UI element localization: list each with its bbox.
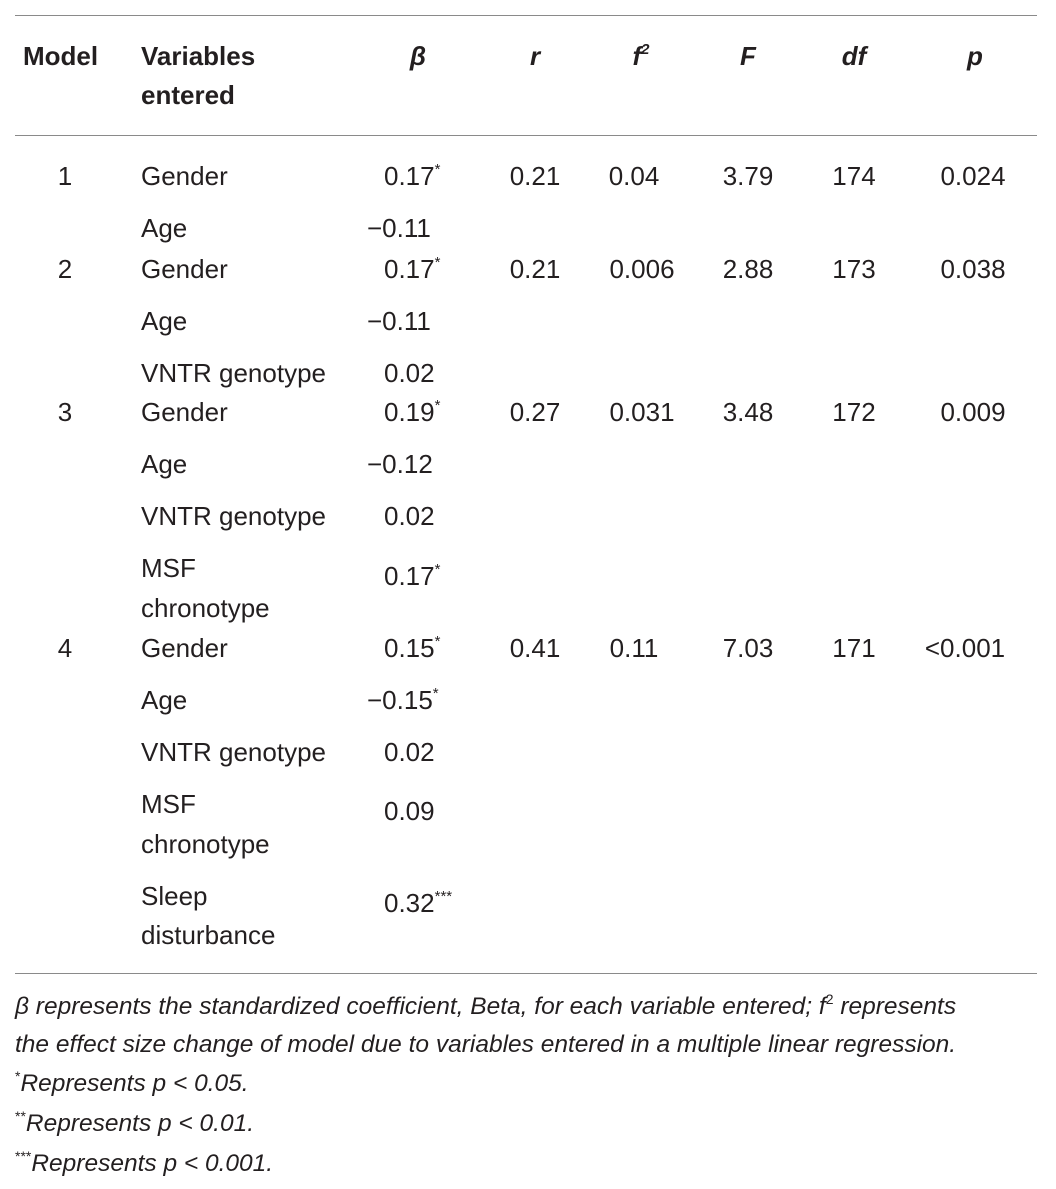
f2-value: 0.031: [609, 397, 675, 427]
f2-value: 0.11: [609, 633, 659, 663]
variable-name: Gender: [141, 397, 228, 427]
p-value: 0.024: [940, 161, 1006, 191]
beta-value: 0.09: [384, 796, 435, 826]
header-df: df: [841, 41, 867, 71]
variable-name: Gender: [141, 254, 228, 284]
variable-name-line2: chronotype: [141, 829, 270, 859]
variable-name: Age: [141, 449, 188, 479]
variable-name-line2: disturbance: [141, 920, 276, 950]
beta-value: 0.15*: [384, 633, 441, 663]
header-p: p: [967, 41, 983, 71]
variable-name: Gender: [141, 161, 228, 191]
beta-value: 0.17*: [384, 161, 441, 191]
beta-value: −0.12: [367, 449, 433, 479]
header-F: F: [740, 41, 756, 71]
variable-name: Age: [141, 213, 188, 243]
df-value: 173: [832, 254, 876, 284]
beta-value: 0.17*: [384, 254, 441, 284]
header-beta: β: [409, 41, 427, 71]
variable-name: Gender: [141, 633, 228, 663]
header-rule: [15, 135, 1037, 136]
footnote-p05: *Represents p < 0.05.: [15, 1068, 249, 1097]
table-top-rule: [15, 15, 1037, 16]
p-value: <0.001: [924, 633, 1006, 663]
beta-value: −0.11: [367, 306, 431, 336]
beta-value: 0.19*: [384, 397, 441, 427]
variable-name-line1: Sleep: [141, 881, 208, 911]
header-f2-sup: 2: [641, 41, 650, 58]
variable-name-line1: MSF: [141, 553, 196, 583]
model-number: 3: [57, 397, 73, 427]
header-variables-line1: Variables: [141, 41, 256, 71]
beta-value: 0.02: [384, 501, 435, 531]
model-number: 2: [57, 254, 73, 284]
F-value: 3.48: [722, 397, 774, 427]
header-r: r: [529, 41, 541, 71]
variable-name: Age: [141, 306, 188, 336]
r-value: 0.21: [509, 161, 561, 191]
variable-name: Age: [141, 685, 188, 715]
f2-value: 0.006: [609, 254, 675, 284]
header-variables-line2: entered: [141, 80, 235, 110]
footnote-p01: **Represents p < 0.01.: [15, 1108, 255, 1137]
beta-value: −0.15*: [367, 685, 439, 715]
r-value: 0.41: [509, 633, 561, 663]
f2-value: 0.04: [608, 161, 660, 191]
variable-name: VNTR genotype: [141, 358, 326, 388]
header-model: Model: [23, 41, 99, 71]
variable-name-line1: MSF: [141, 789, 196, 819]
beta-value: 0.02: [384, 358, 435, 388]
header-f2: f2: [632, 37, 649, 76]
footnote-line1: β represents the standardized coefficien…: [15, 991, 957, 1020]
df-value: 174: [832, 161, 876, 191]
variable-name: VNTR genotype: [141, 737, 326, 767]
variable-name: VNTR genotype: [141, 501, 326, 531]
F-value: 7.03: [722, 633, 774, 663]
variable-name-line2: chronotype: [141, 593, 270, 623]
p-value: 0.038: [940, 254, 1006, 284]
beta-value: 0.17*: [384, 561, 441, 591]
beta-value: 0.32***: [384, 888, 453, 918]
F-value: 3.79: [722, 161, 774, 191]
df-value: 171: [832, 633, 876, 663]
p-value: 0.009: [940, 397, 1006, 427]
model-number: 1: [57, 161, 73, 191]
model-number: 4: [57, 633, 73, 663]
header-f2-base: f: [632, 41, 642, 71]
df-value: 172: [832, 397, 876, 427]
F-value: 2.88: [722, 254, 774, 284]
footnote-p001: ***Represents p < 0.001.: [15, 1148, 274, 1177]
beta-value: 0.02: [384, 737, 435, 767]
footnote-line2: the effect size change of model due to v…: [15, 1031, 957, 1058]
r-value: 0.27: [509, 397, 561, 427]
beta-value: −0.11: [367, 213, 431, 243]
table-bottom-rule: [15, 973, 1037, 974]
r-value: 0.21: [509, 254, 561, 284]
